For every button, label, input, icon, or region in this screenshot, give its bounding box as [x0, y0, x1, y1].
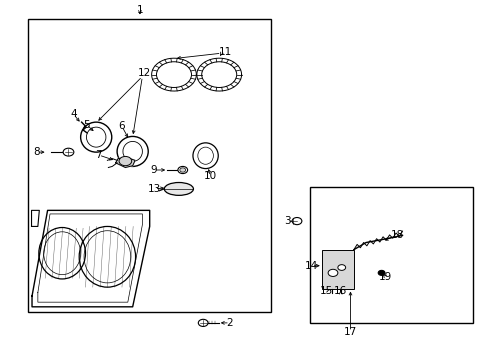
Text: 16: 16: [333, 286, 346, 296]
Text: 15: 15: [319, 286, 332, 296]
Circle shape: [337, 265, 345, 270]
Text: 6: 6: [119, 121, 125, 131]
Circle shape: [63, 148, 74, 156]
Polygon shape: [32, 210, 149, 307]
Text: 1: 1: [136, 5, 143, 15]
Text: 17: 17: [343, 327, 356, 337]
Circle shape: [327, 269, 337, 276]
Bar: [309, 187, 472, 323]
Bar: [28, 19, 271, 312]
Circle shape: [198, 319, 207, 327]
Text: 7: 7: [95, 150, 102, 160]
Circle shape: [178, 166, 187, 174]
Text: 18: 18: [390, 230, 404, 240]
Text: 8: 8: [34, 147, 40, 157]
Circle shape: [377, 270, 384, 275]
Text: 13: 13: [148, 184, 161, 194]
Text: 9: 9: [150, 165, 157, 175]
Text: 5: 5: [83, 120, 90, 130]
Text: 4: 4: [70, 109, 77, 119]
Text: 2: 2: [226, 318, 233, 328]
Text: 11: 11: [218, 47, 231, 57]
Ellipse shape: [164, 183, 193, 195]
Circle shape: [180, 168, 185, 172]
Circle shape: [119, 157, 131, 166]
Text: 3: 3: [284, 216, 290, 226]
Polygon shape: [31, 210, 39, 226]
Text: 14: 14: [305, 261, 318, 271]
Text: 10: 10: [203, 171, 217, 181]
Text: 19: 19: [378, 272, 391, 282]
Bar: [322, 249, 353, 289]
Polygon shape: [116, 158, 135, 167]
Circle shape: [291, 217, 301, 225]
Text: 12: 12: [138, 68, 151, 78]
